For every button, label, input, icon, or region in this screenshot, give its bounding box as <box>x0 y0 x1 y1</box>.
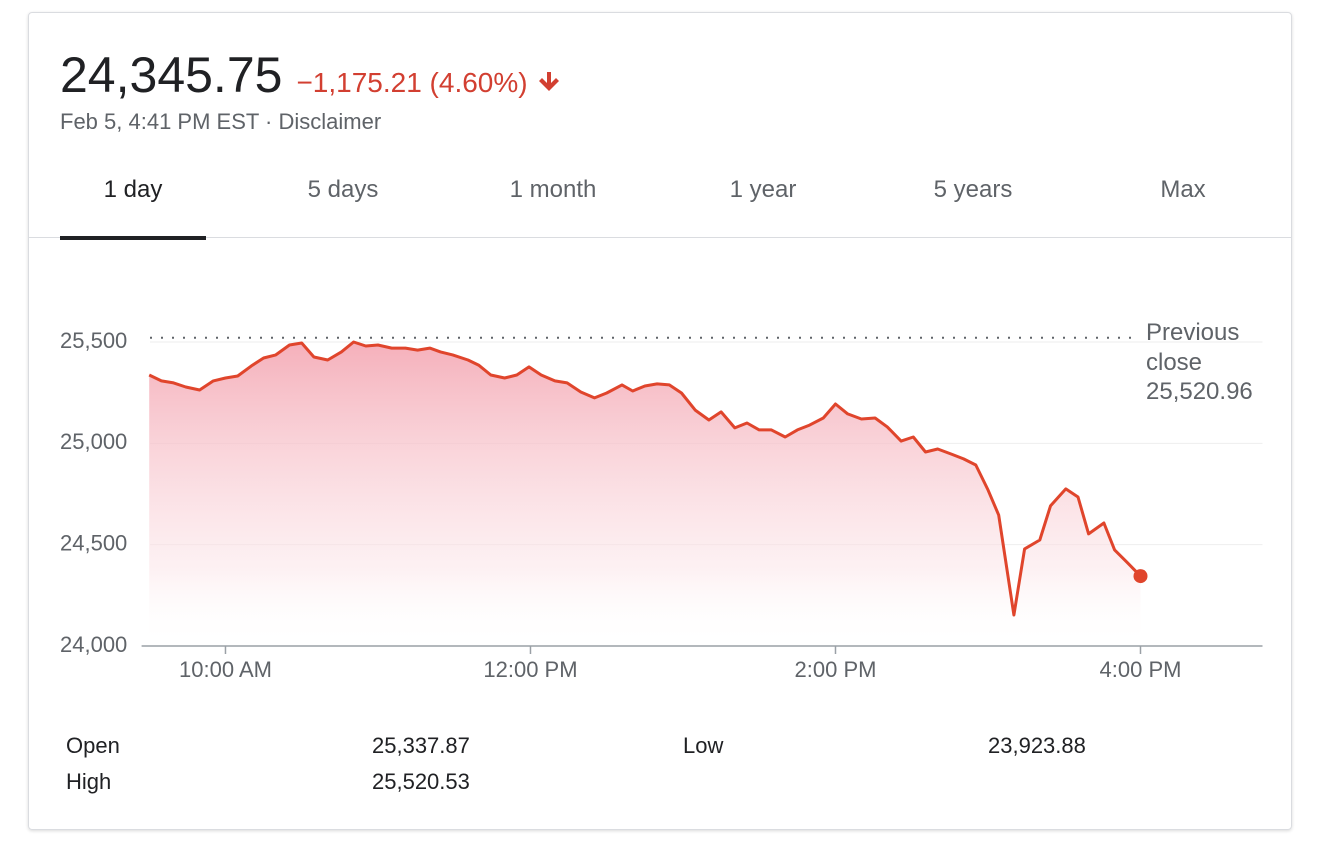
reference-label: Previous close <box>1146 319 1240 376</box>
tab[interactable]: Max <box>1160 176 1206 203</box>
timestamp: Feb 5, 4:41 PM EST <box>60 109 259 134</box>
down-arrow <box>538 72 559 91</box>
meta: Feb 5, 4:41 PM EST · Disclaimer <box>60 109 381 135</box>
tab[interactable]: 1 day <box>103 176 163 203</box>
stat-label: High <box>66 769 112 794</box>
card <box>28 12 1292 830</box>
stat-value: 23,923.88 <box>988 733 1086 758</box>
price: 24,345.75 <box>60 47 283 103</box>
stat-label: Open <box>66 733 120 758</box>
stat-value: 25,520.53 <box>372 769 470 794</box>
change: −1,175.21 (4.60%) <box>296 67 528 98</box>
quote: 24,345.75 −1,175.21 (4.60%) <box>60 46 560 104</box>
disclaimer[interactable]: Disclaimer <box>278 109 382 134</box>
area <box>149 342 1141 646</box>
tab[interactable]: 5 years <box>933 176 1013 203</box>
y-tick-label: 24,500 <box>60 530 127 555</box>
x-tick-label: 4:00 PM <box>1100 657 1182 682</box>
x-tick-label: 2:00 PM <box>795 657 877 682</box>
tab[interactable]: 5 days <box>307 176 379 203</box>
tab-underline <box>60 236 206 240</box>
y-tick-label: 25,500 <box>60 328 127 353</box>
stat-label: Low <box>683 733 724 758</box>
x-tick-label: 10:00 AM <box>179 657 272 682</box>
tab[interactable]: 1 year <box>729 176 797 203</box>
line <box>148 340 1142 617</box>
separator: · <box>265 109 273 134</box>
stat-value: 25,337.87 <box>372 733 470 758</box>
reference-value: 25,520.96 <box>1146 378 1253 405</box>
y-tick-label: 24,000 <box>60 632 127 657</box>
tab[interactable]: 1 month <box>509 176 597 203</box>
y-tick-label: 25,000 <box>60 429 127 454</box>
divider <box>28 237 1292 238</box>
end-dot <box>1133 569 1148 584</box>
x-tick-label: 12:00 PM <box>483 657 577 682</box>
